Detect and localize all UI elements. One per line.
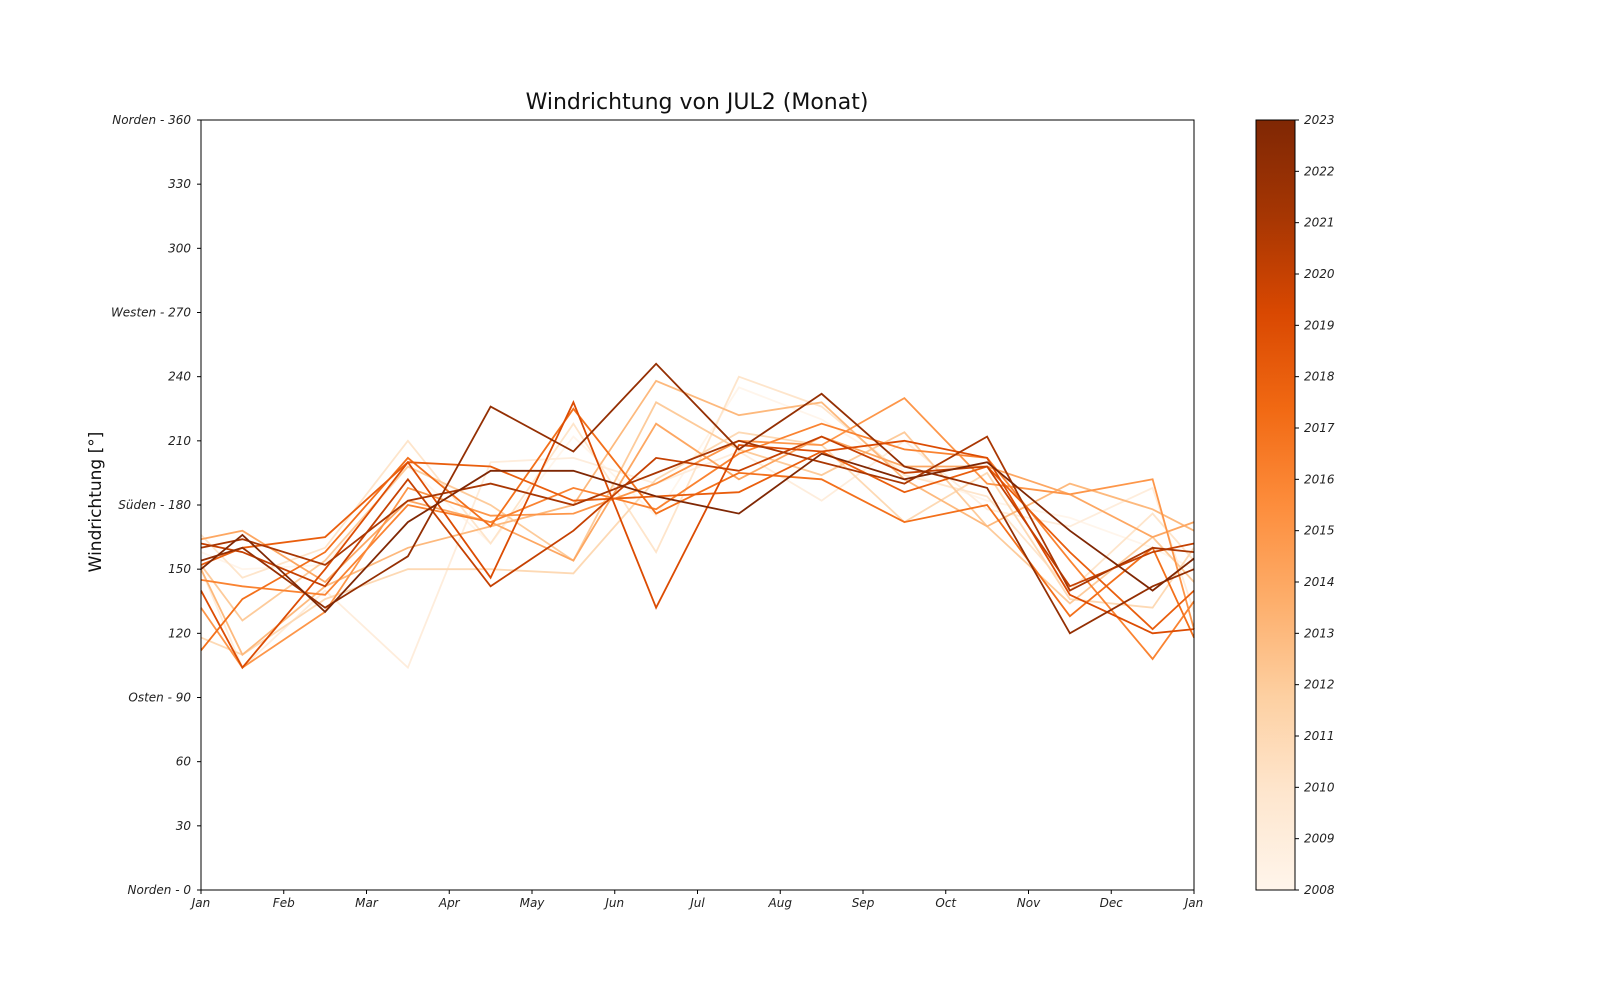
series-line-2020: [200, 435, 1195, 588]
x-tick-label: Jan: [190, 896, 211, 910]
y-tick-label: 210: [168, 434, 191, 448]
colorbar: [1255, 119, 1296, 891]
y-tick-label: Süden - 180: [118, 498, 191, 512]
x-tick-label: Feb: [273, 896, 295, 910]
y-tick-label: 300: [168, 241, 191, 255]
colorbar-tick-label: 2009: [1304, 832, 1335, 846]
x-tick-label: Sep: [852, 896, 875, 910]
colorbar-tick-label: 2015: [1304, 524, 1335, 538]
y-tick-label: Osten - 90: [128, 691, 191, 705]
x-tick-label: Dec: [1100, 896, 1124, 910]
y-tick-label: Norden - 360: [112, 113, 191, 127]
x-axis: Jan Feb Mar Apr May Jun Jul Aug Sep Oct Nov Dec Jan: [190, 890, 1204, 910]
colorbar-tick-label: 2019: [1304, 318, 1335, 332]
series-line-2011: [200, 431, 1195, 656]
colorbar-tick-label: 2013: [1304, 626, 1335, 640]
x-tick-label: Nov: [1017, 896, 1041, 910]
x-tick-label: Apr: [438, 896, 461, 910]
series-line-2015: [200, 396, 1195, 669]
x-tick-label: Aug: [768, 896, 793, 910]
y-tick-label: 150: [168, 562, 191, 576]
colorbar-tick-label: 2008: [1304, 883, 1335, 897]
y-axis: Norden - 0 30 60 Osten - 90 120 150 Süden - 18…: [111, 113, 201, 897]
x-tick-label: Jul: [688, 896, 705, 910]
x-tick-label: Oct: [935, 896, 957, 910]
y-tick-label: Norden - 0: [128, 883, 192, 897]
y-tick-label: 240: [168, 370, 191, 384]
x-tick-label: May: [520, 896, 546, 910]
series-line-2023: [200, 452, 1195, 614]
y-tick-label: 60: [176, 755, 192, 769]
series-line-2014: [200, 422, 1195, 584]
chart-title: Windrichtung von JUL2 (Monat): [526, 90, 869, 115]
series-line-2016: [200, 422, 1195, 661]
y-axis-label: Windrichtung [°]: [86, 432, 106, 573]
y-tick-label: 120: [168, 626, 191, 640]
colorbar-tick-label: 2012: [1304, 678, 1335, 692]
colorbar-tick-label: 2017: [1304, 421, 1335, 435]
x-tick-label: Mar: [355, 896, 379, 910]
y-tick-label: 330: [168, 177, 191, 191]
y-tick-label: 30: [176, 819, 192, 833]
series-line-2018: [200, 450, 1195, 631]
series-line-2012: [200, 401, 1195, 622]
series-line-2022: [200, 362, 1195, 635]
series-line-2008: [200, 386, 1195, 571]
colorbar-tick-label: 2018: [1304, 370, 1335, 384]
colorbar-tick-label: 2014: [1304, 575, 1335, 589]
series-line-2009: [200, 439, 1195, 670]
colorbar-tick-label: 2011: [1304, 729, 1335, 743]
colorbar-tick-label: 2023: [1304, 113, 1335, 127]
series-line-2021: [200, 435, 1195, 592]
colorbar-tick-label: 2021: [1304, 216, 1335, 230]
x-tick-label: Jan: [1183, 896, 1204, 910]
series-line-2019: [200, 400, 1195, 670]
series-line-2017: [200, 407, 1195, 651]
y-tick-label: Westen - 270: [111, 306, 191, 320]
colorbar-tick-label: 2010: [1304, 780, 1335, 794]
series-layer: [200, 362, 1195, 670]
colorbar-tick-label: 2022: [1304, 164, 1335, 178]
colorbar-tick-label: 2020: [1304, 267, 1335, 281]
colorbar-ticks: 2008 2009 2010 2011 2012 2013 2014 2015 2016 2017…: [1295, 113, 1335, 897]
x-tick-label: Jun: [603, 896, 624, 910]
colorbar-tick-label: 2016: [1304, 472, 1335, 486]
